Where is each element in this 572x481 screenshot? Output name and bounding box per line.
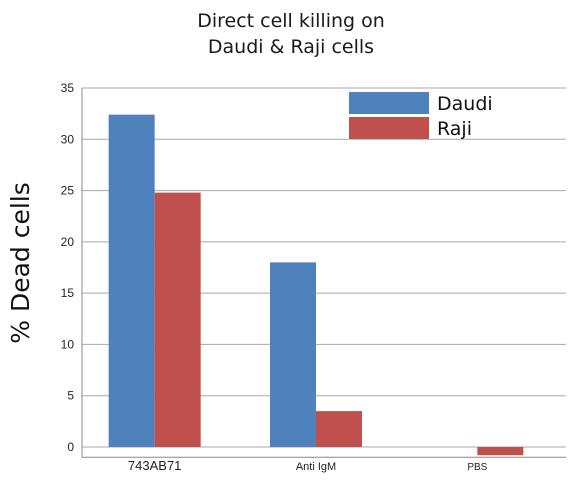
y-axis-label: % Dead cells [6, 182, 35, 344]
x-tick-label: 743AB71 [128, 458, 182, 473]
x-axis-ticks: 743AB71 Anti IgM PBS [128, 458, 488, 473]
y-axis-ticks: 0 5 10 15 20 25 30 35 [61, 81, 75, 454]
y-tick-label: 5 [67, 389, 74, 403]
legend: Daudi Raji [349, 92, 493, 140]
bar-daudi-743ab71 [108, 114, 155, 447]
legend-swatch-daudi [349, 92, 429, 114]
legend-label-raji: Raji [437, 118, 472, 140]
chart-title-line-1: Direct cell killing on [197, 10, 385, 32]
bar-raji-anti-igm [316, 411, 362, 447]
y-tick-label: 20 [61, 235, 75, 249]
bar-raji-pbs [477, 447, 524, 456]
y-tick-label: 30 [61, 132, 75, 146]
y-tick-label: 25 [61, 184, 75, 198]
y-tick-label: 35 [61, 81, 75, 95]
y-tick-label: 0 [67, 440, 74, 454]
chart-title-line-2: Daudi & Raji cells [208, 36, 374, 58]
bar-daudi-anti-igm [270, 262, 316, 447]
legend-swatch-raji [349, 117, 429, 139]
y-tick-label: 15 [61, 286, 75, 300]
bar-raji-743ab71 [154, 192, 201, 447]
x-tick-label: PBS [467, 462, 487, 473]
bars [108, 114, 524, 456]
legend-label-daudi: Daudi [437, 93, 493, 115]
y-tick-label: 10 [61, 337, 75, 351]
x-tick-label: Anti IgM [296, 461, 336, 473]
